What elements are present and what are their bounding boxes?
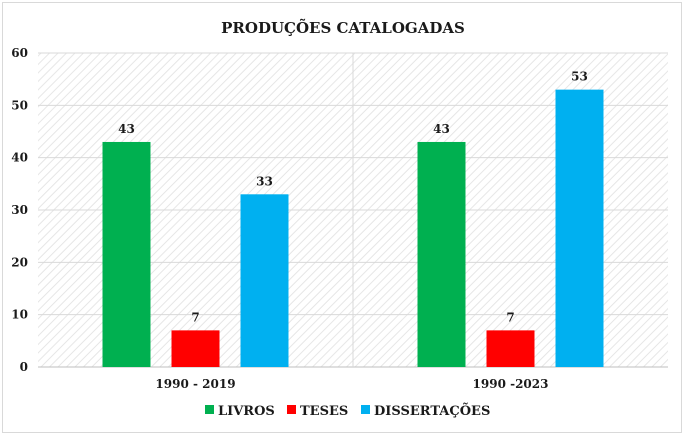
- legend-label: TESES: [300, 404, 348, 419]
- bar-teses: [486, 330, 535, 367]
- y-tick-label: 10: [11, 308, 28, 322]
- data-label: 43: [118, 122, 135, 136]
- data-label: 53: [571, 70, 588, 84]
- y-tick-label: 40: [11, 151, 28, 165]
- y-tick-label: 60: [11, 46, 28, 60]
- legend-label: LIVROS: [218, 404, 275, 419]
- bar-livros: [417, 141, 466, 367]
- legend-swatch-teses: [287, 405, 296, 414]
- bar-livros: [102, 141, 151, 367]
- x-tick-label: 1990 -2023: [473, 377, 549, 391]
- legend-swatch-livros: [205, 405, 214, 414]
- bar-teses: [171, 330, 220, 367]
- data-label: 7: [191, 310, 199, 324]
- legend-label: DISSERTAÇÕES: [374, 403, 490, 419]
- bar-dissertações: [555, 89, 604, 367]
- x-tick-label: 1990 - 2019: [155, 377, 235, 391]
- y-tick-label: 0: [20, 360, 28, 374]
- chart-title: PRODUÇÕES CATALOGADAS: [221, 18, 465, 37]
- data-label: 43: [433, 122, 450, 136]
- bar-dissertações: [240, 194, 289, 367]
- y-tick-label: 30: [11, 203, 28, 217]
- data-label: 33: [256, 174, 273, 188]
- legend-swatch-dissertações: [361, 405, 370, 414]
- y-tick-label: 50: [11, 98, 28, 112]
- y-tick-label: 20: [11, 255, 28, 269]
- data-label: 7: [506, 310, 514, 324]
